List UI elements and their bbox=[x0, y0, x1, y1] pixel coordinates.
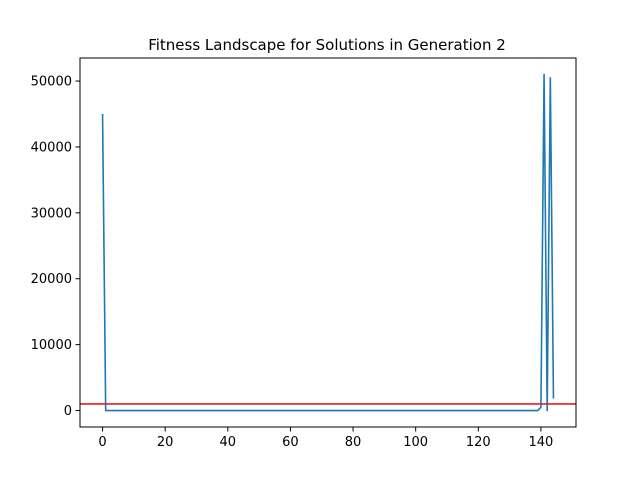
x-tick-label: 40 bbox=[220, 435, 237, 450]
x-tick-label: 20 bbox=[157, 435, 174, 450]
y-tick-label: 10000 bbox=[31, 338, 72, 353]
x-tick-label: 0 bbox=[98, 435, 106, 450]
x-tick-label: 120 bbox=[466, 435, 491, 450]
axes-frame bbox=[79, 57, 577, 428]
y-tick-label: 20000 bbox=[31, 272, 72, 287]
x-tick-label: 80 bbox=[345, 435, 362, 450]
y-tick-label: 0 bbox=[64, 404, 72, 419]
y-tick-label: 30000 bbox=[31, 206, 72, 221]
x-tick-label: 60 bbox=[282, 435, 299, 450]
y-tick-label: 40000 bbox=[31, 140, 72, 155]
x-tick-label: 100 bbox=[403, 435, 428, 450]
x-tick-label: 140 bbox=[529, 435, 554, 450]
plot-area bbox=[80, 73, 576, 412]
chart-title: Fitness Landscape for Solutions in Gener… bbox=[148, 36, 506, 54]
axes: 0 20 40 60 80 100 120 140 0 10000 20000 30000 40000 5… bbox=[31, 57, 577, 450]
y-tick-label: 50000 bbox=[31, 75, 72, 90]
series-line-0 bbox=[101, 73, 555, 412]
